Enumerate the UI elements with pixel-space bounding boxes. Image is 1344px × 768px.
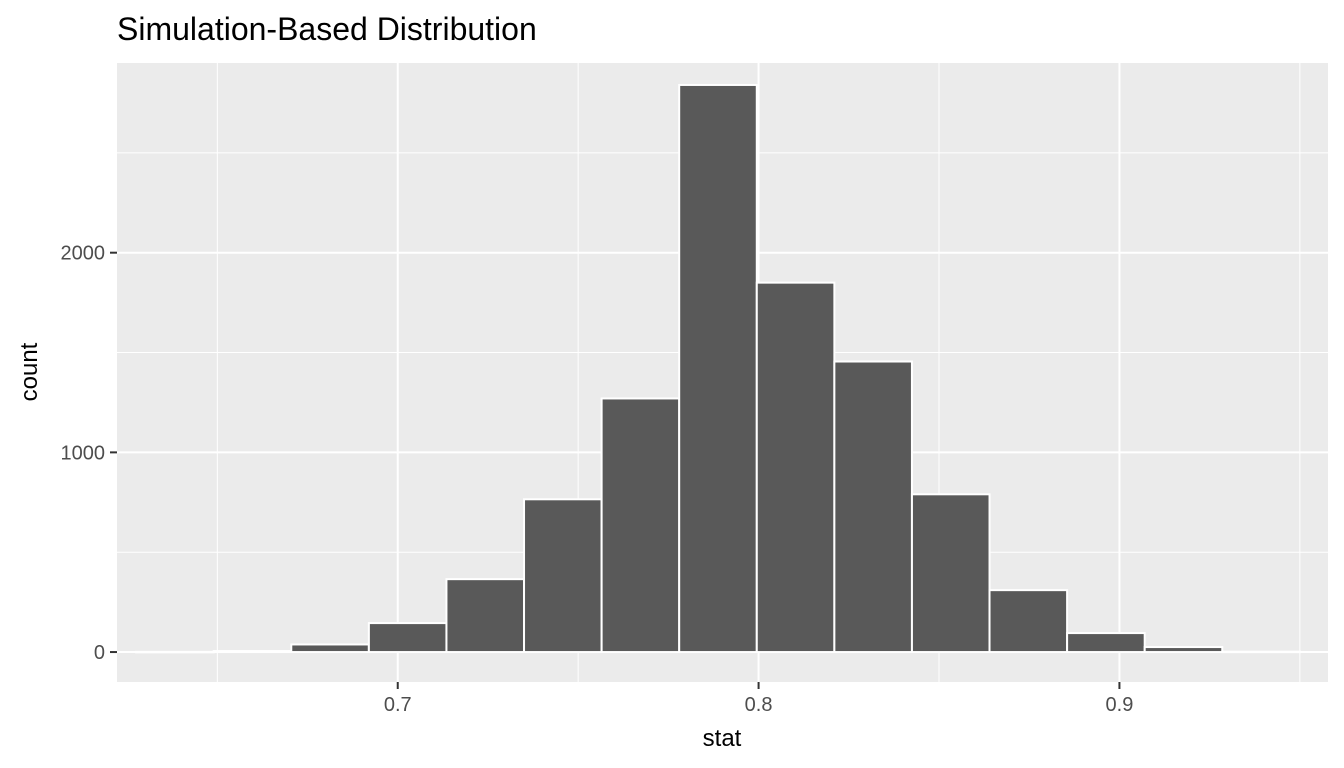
histogram-bar — [290, 643, 370, 654]
y-axis: 0 1000 2000 — [61, 243, 117, 664]
histogram-bar — [1143, 646, 1224, 654]
x-tick-label: 0.7 — [384, 694, 412, 716]
y-tick-label: 1000 — [61, 442, 106, 464]
histogram-bar — [910, 493, 991, 654]
x-axis: 0.7 0.8 0.9 — [384, 682, 1134, 716]
histogram-bar — [1221, 650, 1301, 654]
histogram-bar — [600, 397, 681, 654]
y-tick-label: 2000 — [61, 243, 106, 265]
x-tick-label: 0.9 — [1106, 694, 1134, 716]
histogram-bar — [988, 589, 1069, 654]
histogram-bar — [833, 360, 913, 654]
y-tick-label: 0 — [94, 642, 105, 664]
x-axis-title: stat — [703, 725, 742, 752]
histogram-bar — [445, 578, 526, 654]
x-tick-label: 0.8 — [745, 694, 773, 716]
histogram-bar — [212, 650, 293, 654]
histogram-bar — [1066, 632, 1146, 654]
histogram-bar — [367, 622, 448, 654]
histogram-bar — [135, 650, 215, 654]
histogram-bars — [135, 83, 1301, 654]
histogram-bar — [678, 83, 758, 654]
histogram-bar — [755, 281, 836, 654]
histogram-bar — [523, 498, 603, 654]
chart-title: Simulation-Based Distribution — [117, 11, 537, 47]
y-axis-title: count — [16, 342, 43, 401]
